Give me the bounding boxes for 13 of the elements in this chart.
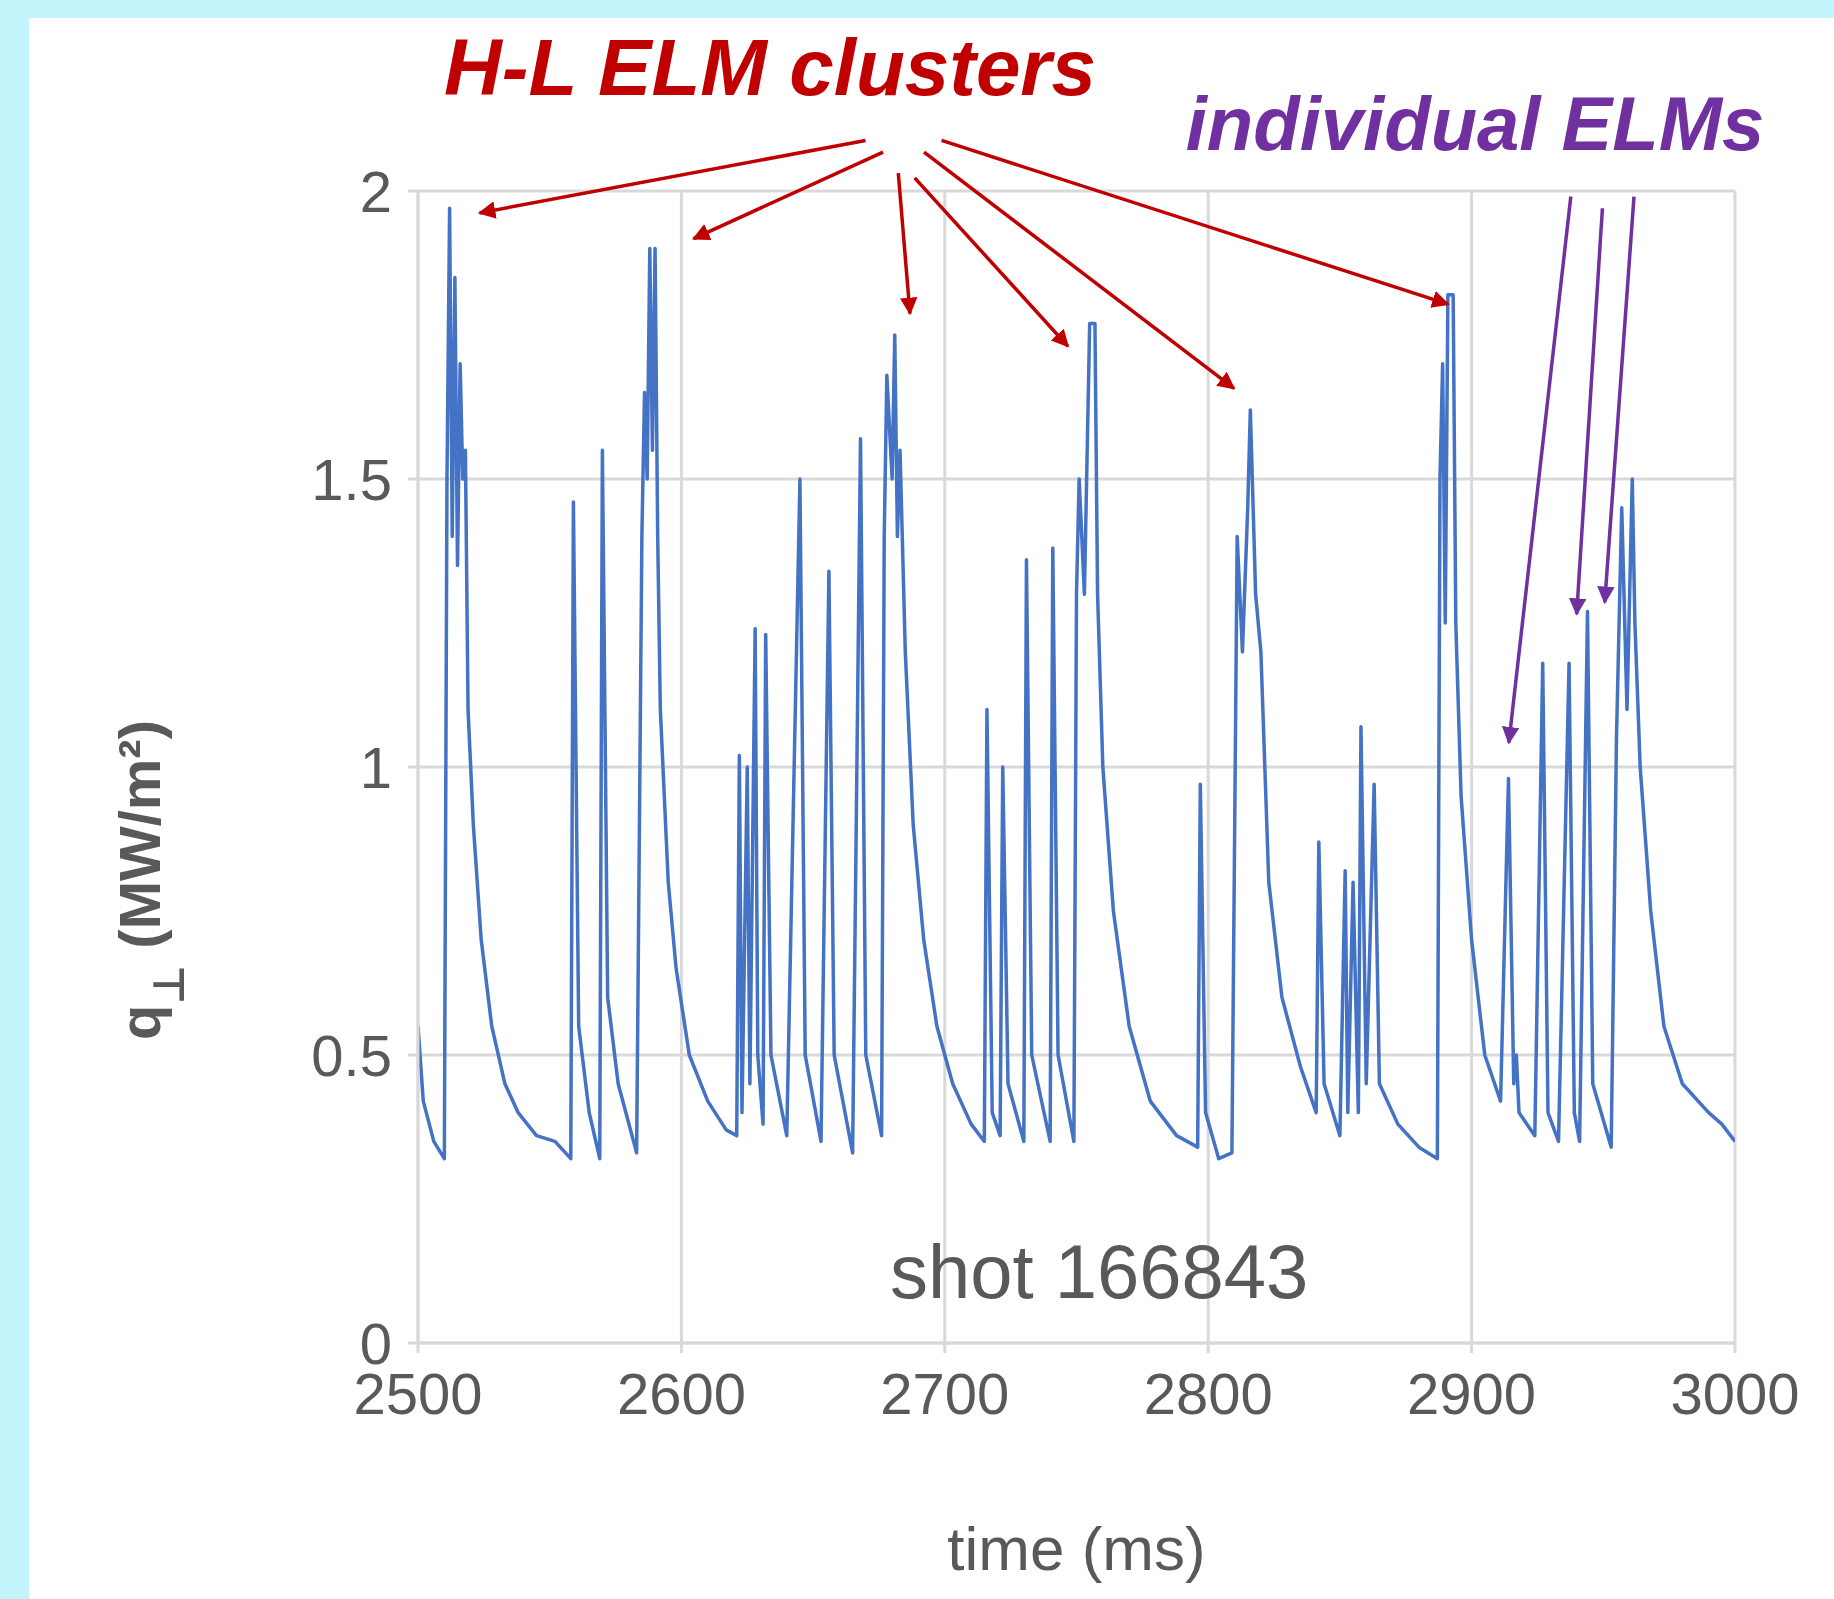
y-tick-label: 0.5: [311, 1022, 392, 1088]
y-tick-label: 1: [359, 734, 392, 800]
x-tick-label: 2600: [616, 1361, 746, 1427]
y-tick-label: 2: [359, 158, 392, 224]
x-axis-title: time (ms): [947, 1514, 1206, 1583]
text: H-L ELM clusters: [444, 23, 1096, 112]
x-tick-label: 2900: [1407, 1361, 1537, 1427]
x-tick-label: 2700: [880, 1361, 1010, 1427]
x-tick-label: 3000: [1670, 1361, 1800, 1427]
annotation: shot 166843: [890, 1229, 1309, 1314]
y-tick-label: 1.5: [311, 446, 392, 512]
text: individual ELMs: [1185, 81, 1765, 166]
x-tick-label: 2800: [1143, 1361, 1273, 1427]
